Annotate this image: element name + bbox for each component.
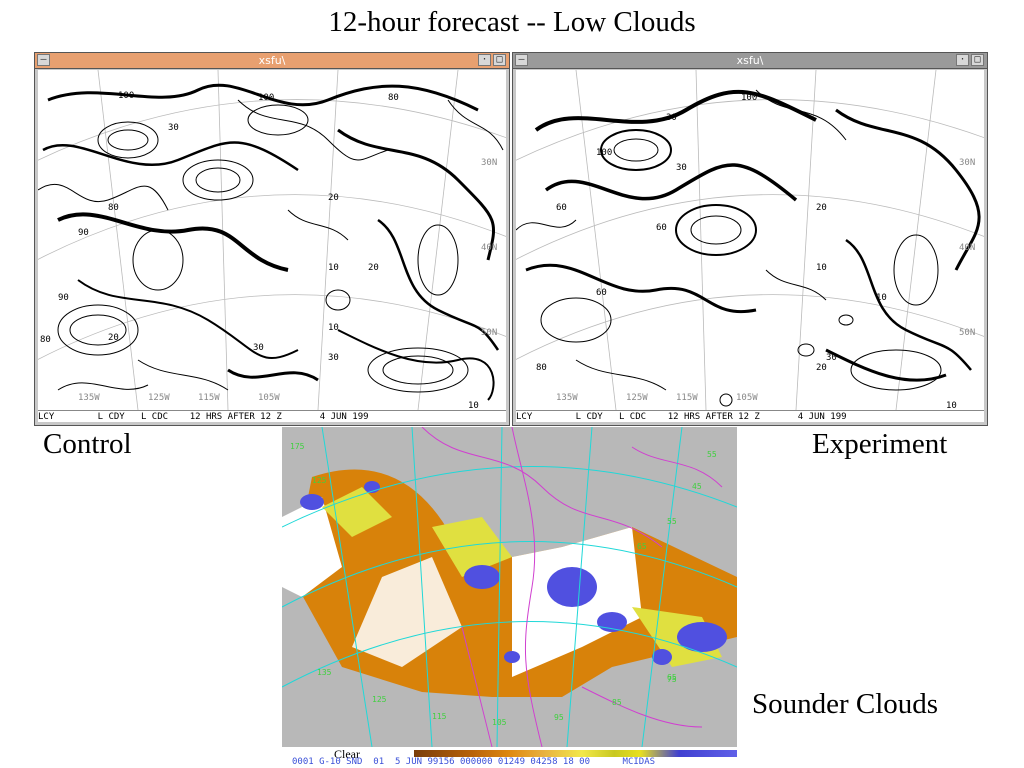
contour-label: 10 — [876, 293, 887, 303]
window-title: xsfu\ — [736, 54, 764, 67]
longitude-label: 105W — [258, 393, 280, 403]
satellite-legend-strip: Clear 0001 G-10 SND 01 5 JUN 99156 00000… — [282, 747, 737, 768]
contour-label: 80 — [536, 363, 547, 373]
contour-label: 20 — [328, 193, 339, 203]
sounder-clouds-image: 175 55 45 55 65 65 135 125 115 105 95 85… — [282, 427, 737, 747]
grid-label: 55 — [707, 450, 717, 459]
grid-label: 85 — [612, 698, 622, 707]
latitude-label: 40N — [481, 243, 497, 253]
latitude-label: 30N — [481, 158, 497, 168]
contour-label: 100 — [118, 91, 134, 101]
sounder-clouds-map: 175 55 45 55 65 65 135 125 115 105 95 85… — [282, 427, 737, 747]
contour-label: 100 — [596, 148, 612, 158]
contour-label: 20 — [816, 363, 827, 373]
grid-label: 65 — [637, 542, 647, 551]
experiment-contour-map: 100 100 60 60 30 80 20 10 10 30 30 10 20… — [516, 70, 984, 410]
minimize-button[interactable]: · — [956, 54, 969, 66]
longitude-label: 135W — [78, 393, 100, 403]
grid-label: 175 — [290, 442, 305, 451]
experiment-caption: Experiment — [812, 428, 948, 460]
grid-label: 45 — [692, 482, 702, 491]
grid-label: 55 — [667, 517, 677, 526]
longitude-label: 135W — [556, 393, 578, 403]
grid-label: 125 — [372, 695, 387, 704]
grid-label: 115 — [432, 712, 447, 721]
contour-label: 30 — [826, 353, 837, 363]
latitude-label: 50N — [481, 328, 497, 338]
contour-label: 10 — [328, 263, 339, 273]
grid-label: 95 — [554, 713, 564, 722]
contour-label: 100 — [258, 93, 274, 103]
experiment-forecast-window[interactable]: – xsfu\ · □ — [512, 52, 988, 426]
window-menu-button[interactable]: – — [37, 54, 50, 66]
page-title: 12-hour forecast -- Low Clouds — [328, 6, 696, 38]
contour-label: 90 — [78, 228, 89, 238]
control-contour-map: 100 100 80 80 30 90 20 10 20 30 30 10 20… — [38, 70, 506, 410]
contour-label: 90 — [58, 293, 69, 303]
maximize-button[interactable]: □ — [971, 54, 984, 66]
contour-label: 80 — [388, 93, 399, 103]
longitude-label: 125W — [626, 393, 648, 403]
contour-plot[interactable]: 100 100 60 60 30 80 20 10 10 30 30 10 20… — [516, 70, 984, 410]
latitude-label: 40N — [959, 243, 975, 253]
contour-label: 30 — [168, 123, 179, 133]
contour-label: 80 — [108, 203, 119, 213]
contour-label: 10 — [816, 263, 827, 273]
grid-label: 105 — [492, 718, 507, 727]
clear-label: Clear — [334, 747, 360, 761]
longitude-label: 125W — [148, 393, 170, 403]
longitude-label: 115W — [198, 393, 220, 403]
minimize-button[interactable]: · — [478, 54, 491, 66]
longitude-label: 115W — [676, 393, 698, 403]
contour-label: 60 — [656, 223, 667, 233]
control-caption: Control — [43, 428, 132, 460]
contour-label: 20 — [108, 333, 119, 343]
status-bar: LCY L CDY L CDC 12 HRS AFTER 12 Z 4 JUN … — [38, 410, 506, 422]
maximize-button[interactable]: □ — [493, 54, 506, 66]
grid-label: 75 — [667, 675, 677, 684]
contour-label: 10 — [468, 401, 479, 410]
contour-label: 60 — [556, 203, 567, 213]
latitude-label: 30N — [959, 158, 975, 168]
contour-label: 30 — [328, 353, 339, 363]
contour-label: 30 — [666, 113, 677, 123]
contour-label: 30 — [253, 343, 264, 353]
contour-label: 80 — [40, 335, 51, 345]
contour-label: 10 — [946, 401, 957, 410]
longitude-label: 105W — [736, 393, 758, 403]
control-forecast-window[interactable]: – xsfu\ · □ — [34, 52, 510, 426]
contour-plot[interactable]: 100 100 80 80 30 90 20 10 20 30 30 10 20… — [38, 70, 506, 410]
cloud-colorbar — [414, 750, 737, 757]
grid-label: 125 — [312, 476, 327, 485]
contour-label: 60 — [596, 288, 607, 298]
window-titlebar[interactable]: – xsfu\ · □ — [35, 53, 509, 69]
contour-label: 100 — [741, 93, 757, 103]
grid-label: 65 — [667, 673, 677, 682]
contour-label: 10 — [328, 323, 339, 333]
window-titlebar[interactable]: – xsfu\ · □ — [513, 53, 987, 69]
mcidas-footer: 0001 G-10 SND 01 5 JUN 99156 000000 0124… — [292, 757, 656, 767]
status-bar: LCY L CDY L CDC 12 HRS AFTER 12 Z 4 JUN … — [516, 410, 984, 422]
contour-label: 20 — [816, 203, 827, 213]
sounder-caption: Sounder Clouds — [752, 688, 939, 720]
window-menu-button[interactable]: – — [515, 54, 528, 66]
grid-label: 135 — [317, 668, 332, 677]
window-title: xsfu\ — [258, 54, 286, 67]
contour-label: 30 — [676, 163, 687, 173]
contour-label: 20 — [368, 263, 379, 273]
latitude-label: 50N — [959, 328, 975, 338]
